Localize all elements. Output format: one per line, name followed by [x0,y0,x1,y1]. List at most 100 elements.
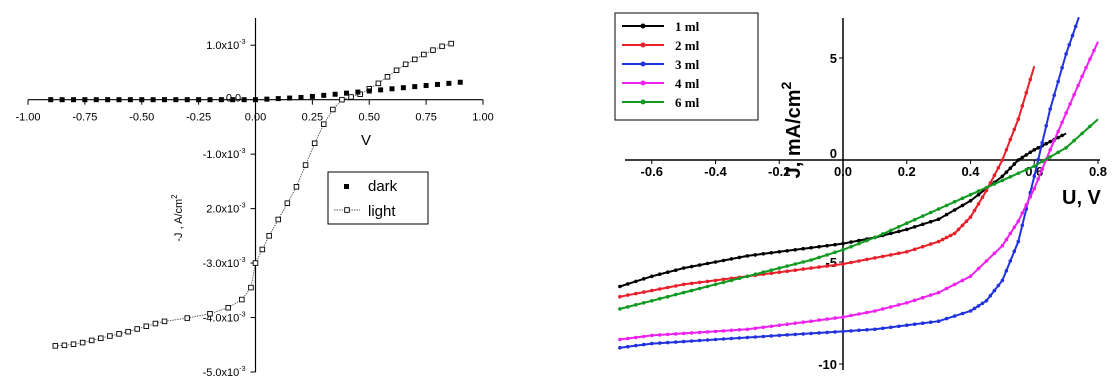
light-series-point [402,61,409,68]
dark-series-point [400,85,406,91]
right-y-tick-label: -10 [818,357,837,372]
light-series-point [79,339,86,346]
left-x-tick-label: 0.50 [359,112,380,124]
series-point [745,254,750,258]
legend-label-2-ml: 2 ml [675,38,700,53]
series-point [1072,138,1076,143]
series-point [793,248,797,252]
series-point [626,344,630,349]
series-point [777,270,782,275]
right-x-tick-label: 0.2 [898,164,916,179]
series-point [737,328,742,332]
series-point [1012,127,1017,132]
left-y-axis-label-sup: 2 [170,194,179,199]
series-point [1060,120,1064,125]
right-x-tick-label: -0.6 [641,164,663,179]
series-point [1016,171,1021,176]
series-point [873,256,877,260]
left-x-tick-label: 0.75 [415,112,436,124]
dark-series-point [105,97,111,103]
series-point [689,339,694,343]
legend-marker-1-ml [640,23,646,29]
left-y-axis-label-group: -J , A/cm2 [170,194,185,242]
series-point [673,292,678,297]
dark-series-point [71,97,76,103]
series-point [952,200,957,204]
light-series-point [107,333,113,339]
series-point [865,238,869,243]
dark-series-point [218,97,224,103]
series-point [721,337,726,341]
dark-series-point [366,88,372,94]
left-y-tick-label: -1.0x10-3 [203,148,246,161]
right-x-tick-label: -0.2 [768,164,790,179]
series-point [729,257,734,261]
series-point [1000,174,1005,179]
series-point [1024,153,1029,157]
series-point [721,280,726,285]
series-point [681,266,686,270]
series-point [689,288,694,293]
series-point [944,286,949,291]
left-legend-box [327,171,429,225]
series-point [928,242,933,246]
series-point [936,239,941,244]
light-series-point [266,233,272,239]
series-point [1032,186,1037,191]
series-point [928,320,933,325]
series-point [809,258,813,262]
series-point [944,212,949,217]
series-point [1024,167,1029,172]
light-series-point [448,40,454,47]
series-point [936,217,941,221]
series-point [992,251,997,256]
series-point [1012,249,1017,254]
series-point [1024,203,1029,207]
series-point [984,259,989,263]
series-point [1000,243,1005,248]
series-point [841,248,845,252]
series-point [936,207,941,211]
series-point [897,303,901,307]
series-point [626,336,630,341]
light-series-point [88,337,95,344]
series-point [777,333,782,338]
series-point [753,326,758,331]
series-point [920,321,925,326]
series-point [849,329,853,333]
right-y-axis-label-sup: 2 [778,81,794,89]
series-point [697,280,702,285]
series-point [1040,140,1044,145]
series-point [881,232,885,236]
right-x-axis-label: U, V [1062,187,1102,209]
dark-series-point [184,97,190,103]
light-series-point [275,216,282,223]
series-point [825,264,829,268]
series-point [785,322,789,327]
series-point [657,341,662,345]
series-point [1060,133,1064,138]
series-point [761,252,766,256]
series-point [705,338,710,342]
left-x-tick-label: -0.75 [72,112,97,124]
light-series-point [284,200,291,206]
series-point [912,247,917,252]
series-point [841,262,845,266]
series-point [996,165,1001,170]
series-point [936,319,941,324]
series-point [849,244,853,249]
light-series-point [421,51,427,58]
series-point [1000,178,1005,183]
series-point [857,312,861,316]
dark-series-point [48,97,54,103]
series-point [968,192,973,197]
light-series-point [430,47,436,53]
dark-series-point [355,89,361,95]
left-x-axis-label: V [361,132,371,149]
series-point [1068,102,1072,106]
series-point [1067,42,1072,47]
legend-label-6-ml: 6 ml [675,95,700,110]
series-point [992,288,997,293]
series-point [713,337,718,342]
series-point [952,231,957,236]
